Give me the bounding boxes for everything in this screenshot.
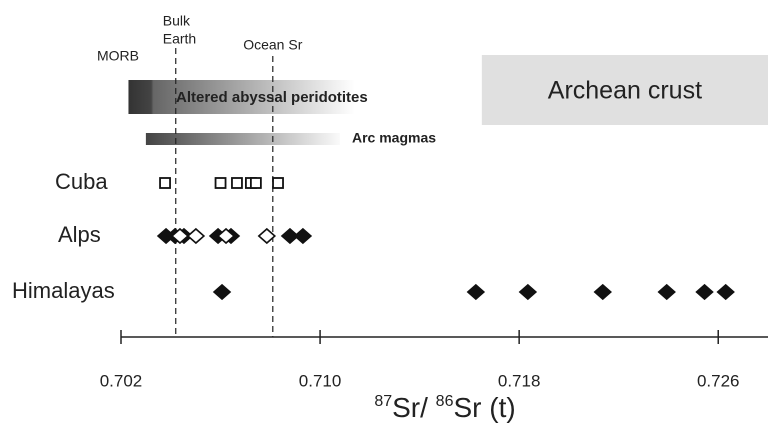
band [481,55,768,125]
reference-label: Earth [163,31,196,47]
row-label: Alps [58,222,101,247]
point [257,227,277,245]
reference-label: Ocean Sr [243,37,302,53]
x-tick-label: 0.726 [697,371,740,390]
x-axis-label: 87Sr/ 86Sr (t) [374,392,515,423]
point [159,177,171,189]
row-label: Himalayas [12,278,115,303]
band [128,80,355,114]
reference-label: Bulk [163,13,191,29]
point [657,283,676,301]
x-axis-label-part: 86 [436,393,454,410]
point [518,283,538,301]
annotation: MORB [97,48,139,64]
point [212,283,232,301]
point [466,283,486,301]
x-axis-label-part: Sr (t) [453,392,515,423]
point [186,227,206,245]
x-axis-label-part: Sr/ [392,392,436,423]
row-label: Cuba [55,169,108,194]
x-axis-label-part: 87 [374,393,392,410]
band-label: Arc magmas [352,130,436,146]
point [716,283,735,301]
point [231,177,243,189]
point [214,177,227,189]
point [695,283,714,301]
point [593,283,612,301]
band [145,133,340,145]
point [293,227,313,245]
x-tick-label: 0.702 [100,371,143,390]
point [249,177,262,189]
point [272,177,284,189]
point [216,227,236,245]
band-label: Altered abyssal peridotites [176,89,368,106]
x-tick-label: 0.718 [498,371,541,390]
x-tick-label: 0.710 [299,371,342,390]
band-label: Archean crust [548,77,702,105]
